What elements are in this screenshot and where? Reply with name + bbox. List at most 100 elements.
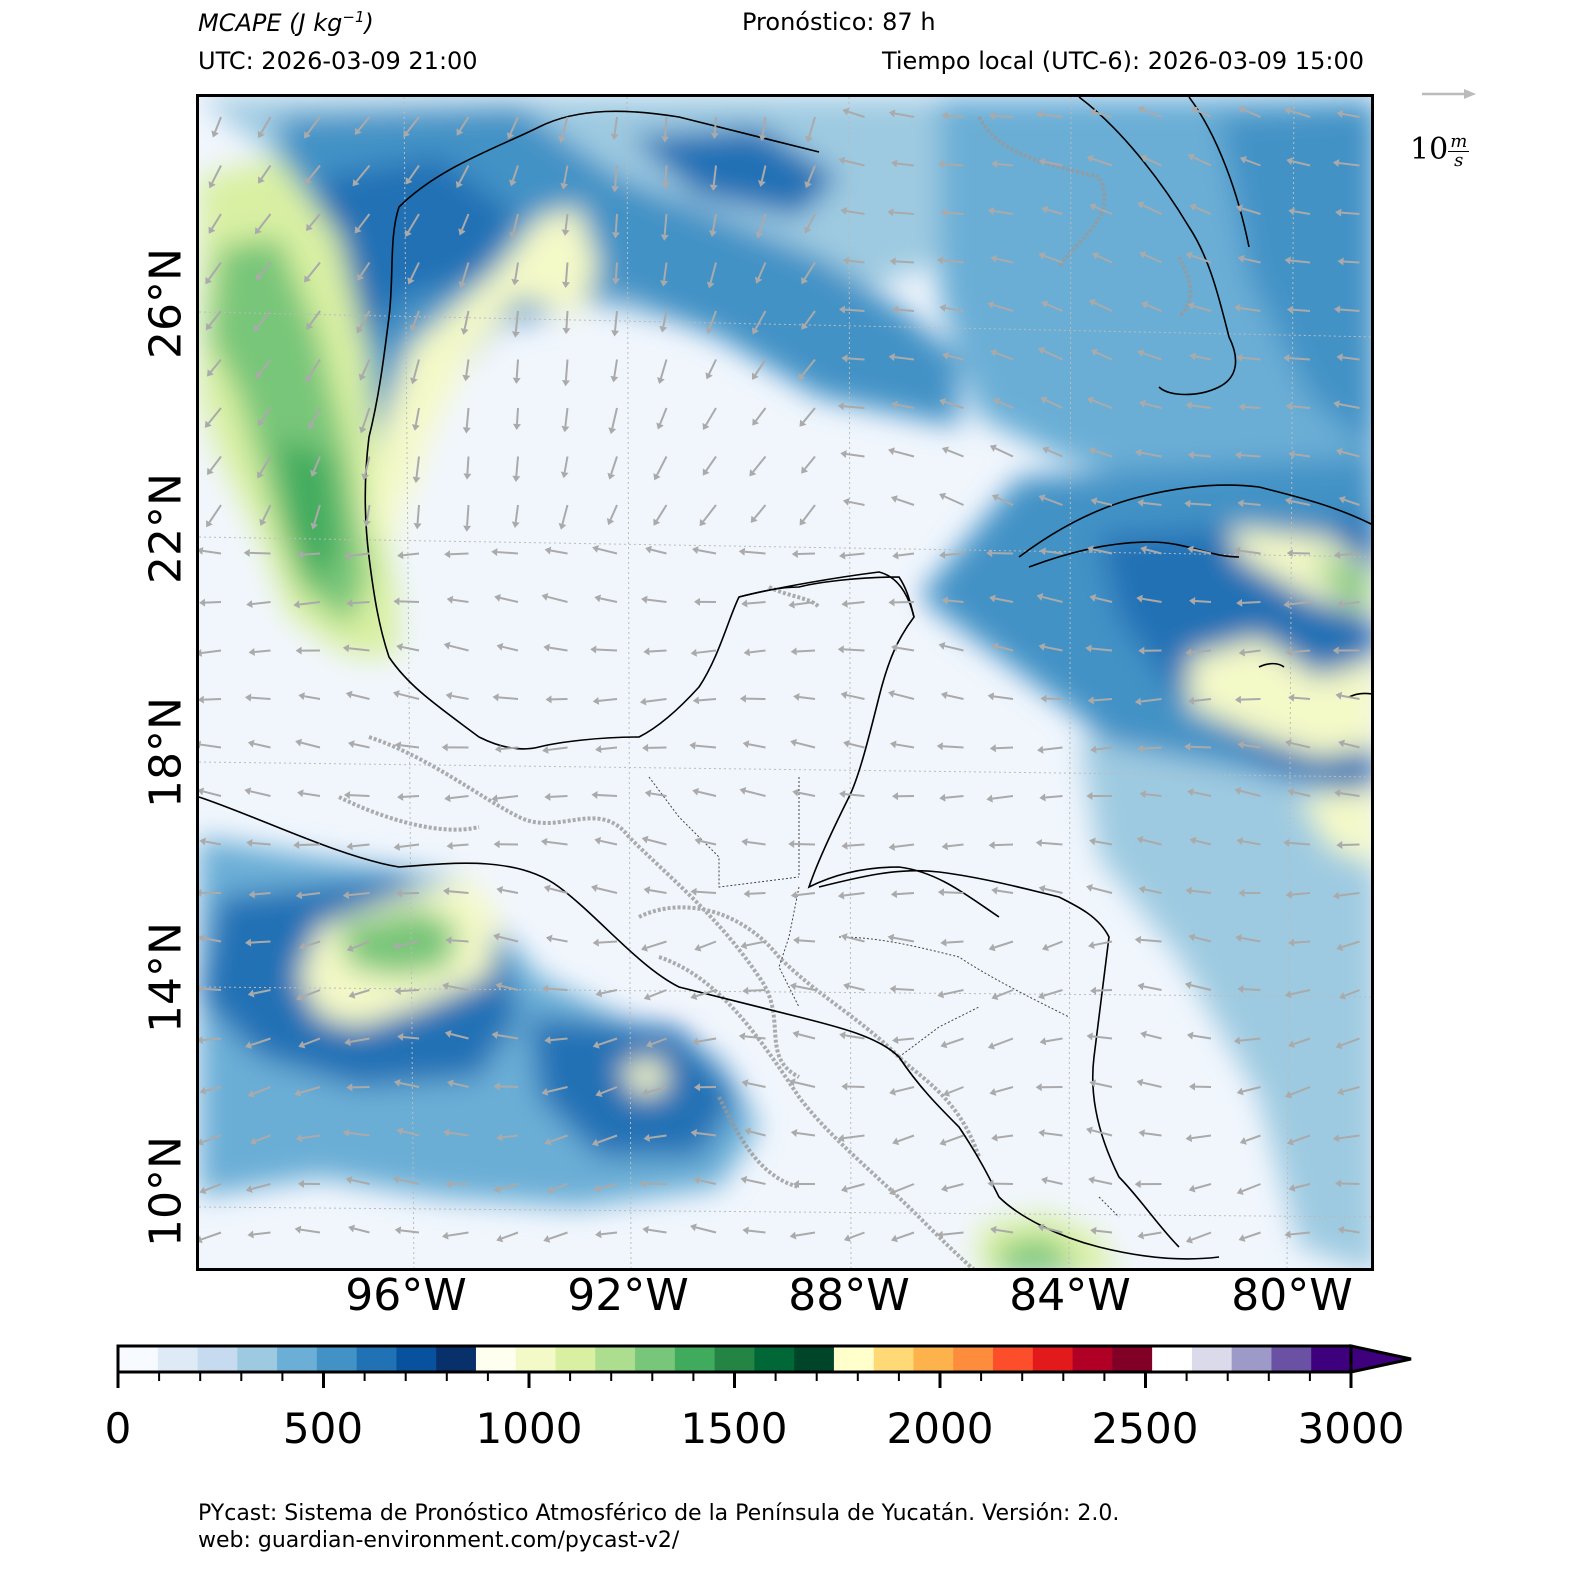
wind-arrow-head	[1140, 1030, 1147, 1039]
wind-arrow-shaft	[410, 262, 420, 280]
wind-arrow-shaft	[399, 1081, 420, 1088]
colorbar-cell	[913, 1346, 954, 1372]
wind-arrow-shaft	[897, 308, 915, 312]
wind-arrow-shaft	[995, 352, 1014, 361]
wind-arrow-shaft	[695, 744, 717, 749]
wind-arrow-shaft	[1095, 111, 1113, 118]
wind-arrow-shaft	[993, 1037, 1014, 1047]
wind-arrow-shaft	[994, 940, 1014, 949]
wind-arrow-shaft	[947, 354, 964, 361]
wind-arrow-shaft	[1339, 308, 1360, 312]
wind-arrow-head	[1237, 985, 1244, 994]
wind-arrow-head	[463, 525, 472, 532]
wind-arrow-shaft	[1044, 160, 1063, 167]
wind-arrow-shaft	[260, 116, 272, 134]
wind-arrow-shaft	[1145, 157, 1162, 167]
wind-arrow-head	[396, 1127, 404, 1136]
wind-arrow-head	[1086, 1032, 1093, 1041]
wind-arrow-head	[692, 787, 700, 796]
wind-arrow-shaft	[200, 987, 222, 991]
wind-arrow-head	[542, 745, 549, 754]
wind-arrow-shaft	[546, 840, 568, 846]
wind-arrow-head	[257, 471, 264, 479]
wind-arrow-head	[1185, 1134, 1193, 1143]
wind-arrow-shaft	[1344, 989, 1360, 997]
wind-arrow-head	[1284, 106, 1292, 115]
wind-arrow-shaft	[895, 743, 915, 749]
wind-arrow-head	[740, 1175, 748, 1184]
wind-arrow-head	[249, 1137, 257, 1145]
wind-arrow-shaft	[748, 743, 766, 749]
wind-arrow-shaft	[749, 892, 766, 895]
wind-arrow-head	[1336, 841, 1343, 850]
wind-arrow-shaft	[1140, 698, 1162, 703]
wind-arrow-head	[1191, 106, 1199, 114]
wind-arrow-shaft	[799, 695, 816, 700]
wind-arrow-shaft	[497, 551, 519, 555]
wind-arrow-head	[1285, 739, 1292, 747]
wind-arrow-shaft	[1094, 1082, 1113, 1088]
wind-arrow-shaft	[1093, 1179, 1113, 1185]
wind-arrow-head	[1038, 991, 1045, 1000]
wind-arrow-head	[199, 648, 203, 657]
wind-arrow-head	[1137, 349, 1145, 358]
wind-arrow-shaft	[257, 213, 272, 231]
wind-arrow-shaft	[614, 262, 618, 279]
wind-arrow-head	[199, 1138, 204, 1146]
wind-arrow-shaft	[1142, 1081, 1162, 1088]
wind-arrow-shaft	[361, 359, 371, 376]
wind-arrow-head	[245, 1185, 253, 1193]
wind-arrow-shaft	[1195, 839, 1212, 846]
wind-arrow-shaft	[695, 1226, 717, 1234]
wind-arrow-shaft	[459, 116, 470, 132]
wind-arrow-shaft	[1092, 548, 1113, 555]
wind-arrow-shaft	[256, 310, 272, 328]
wind-arrow-head	[544, 546, 552, 555]
wind-arrow-head	[892, 305, 899, 314]
wind-arrow-shaft	[996, 496, 1014, 506]
wind-arrow-head	[742, 986, 749, 995]
wind-arrow-head	[644, 789, 652, 798]
wind-arrow-head	[248, 647, 255, 656]
wind-arrow-head	[611, 232, 620, 239]
wind-arrow-shaft	[843, 648, 865, 652]
wind-arrow-head	[310, 469, 318, 477]
wind-arrow-shaft	[848, 742, 865, 749]
wind-arrow-head	[295, 891, 303, 900]
wind-arrow-head	[941, 842, 949, 851]
wind-arrow-shaft	[993, 695, 1014, 700]
wind-arrow-head	[594, 594, 602, 603]
wind-arrow-head	[692, 696, 700, 705]
wind-arrow-shaft	[211, 213, 222, 230]
wind-arrow-head	[739, 694, 746, 703]
wind-arrow-head	[394, 1226, 402, 1235]
wind-arrow-shaft	[944, 1134, 964, 1144]
wind-arrow-shaft	[596, 648, 618, 652]
wind-arrow-shaft	[848, 259, 865, 264]
wind-arrow-head	[1237, 741, 1245, 749]
wind-arrow-head	[496, 886, 504, 894]
wind-arrow-shaft	[511, 165, 519, 181]
wind-arrow-head	[346, 842, 353, 851]
wind-arrow-shaft	[598, 1183, 618, 1190]
wind-arrow-shaft	[695, 989, 717, 998]
wind-arrow-head	[441, 743, 448, 752]
wind-arrow-shaft	[302, 552, 321, 556]
wind-arrow-shaft	[307, 164, 321, 181]
wind-arrow-shaft	[1289, 357, 1311, 361]
wind-arrow-head	[742, 1226, 749, 1235]
wind-arrow-head	[705, 326, 714, 334]
wind-arrow-shaft	[452, 598, 469, 603]
wind-arrow-shaft	[847, 357, 865, 361]
wind-arrow-shaft	[994, 447, 1014, 458]
wind-arrow-head	[1336, 109, 1344, 118]
wind-arrow-shaft	[1245, 158, 1261, 167]
wind-arrow-shaft	[942, 1231, 964, 1236]
wind-arrow-shaft	[1193, 305, 1212, 312]
wind-arrow-head	[705, 372, 713, 380]
wind-arrow-head	[839, 790, 846, 799]
wind-arrow-shaft	[749, 649, 766, 654]
wind-arrow-head	[462, 374, 471, 382]
wind-arrow-head	[936, 742, 943, 751]
wind-arrow-head	[752, 372, 759, 380]
